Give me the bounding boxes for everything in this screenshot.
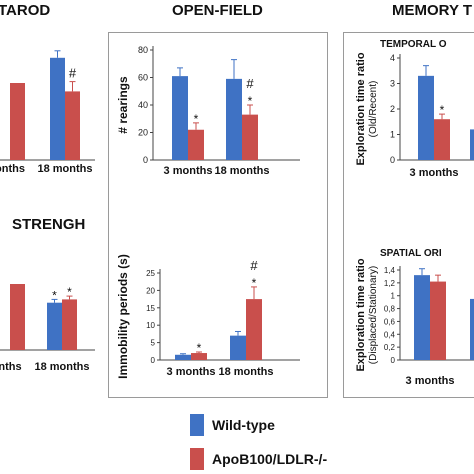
immobility-ylabel: Immobility periods (s): [116, 254, 130, 379]
strength-category-label: 18 months: [34, 361, 89, 373]
temporal-tick-label: 4: [390, 53, 395, 63]
temporal-ylabel-2: (Old/Recent): [368, 81, 379, 138]
rearings-category-label: 18 months: [214, 165, 269, 177]
immobility-category-label: 18 months: [218, 366, 273, 378]
rearings-tick-label: 40: [138, 100, 148, 110]
rearings-bar: [242, 114, 258, 160]
memory-panel: [343, 32, 474, 398]
chart-rearings: 0 20 40 60 80 # rearings * 3 months * #18 months: [116, 45, 300, 177]
spatial-tick-label: 0,6: [384, 317, 396, 326]
rotarod-title: TAROD: [0, 2, 51, 19]
spatial-subtitle: SPATIAL ORI: [380, 248, 442, 259]
rearings-tick-label: 80: [138, 45, 148, 55]
rotarod-bar: [65, 91, 80, 160]
temporal-tick-label: 1: [390, 130, 395, 140]
rearings-tick-label: 0: [143, 155, 148, 165]
rearings-bar: [226, 78, 242, 160]
immobility-tick-label: 25: [146, 269, 155, 278]
strength-bar: [10, 284, 25, 350]
strength-annotation: *: [67, 285, 72, 299]
temporal-tick-label: 2: [390, 104, 395, 114]
rearings-ylabel: # rearings: [116, 76, 130, 134]
spatial-ylabel-2: (Displaced/Stationary): [368, 266, 379, 364]
spatial-tick-label: 0,4: [384, 330, 396, 339]
spatial-tick-label: 0,2: [384, 343, 396, 352]
immobility-category-label: 3 months: [167, 366, 216, 378]
rearings-annotation: #: [246, 76, 254, 91]
chart-strength: nths * * 18 months: [0, 284, 95, 373]
rearings-bar: [172, 76, 188, 160]
immobility-annotation: #: [250, 258, 258, 273]
chart-temporal: 0 1 2 3 4 Exploration time ratio (Old/Recent) *…: [355, 52, 474, 179]
immobility-annotation: *: [197, 341, 202, 355]
temporal-bar: [434, 119, 450, 160]
strength-title: STRENGH: [12, 216, 86, 233]
immobility-tick-label: 15: [146, 304, 155, 313]
temporal-category-label: 3 months: [410, 167, 459, 179]
spatial-category-label: 3 months: [406, 375, 455, 387]
openfield-panel: [108, 32, 328, 398]
legend-swatch-apob: [190, 448, 204, 470]
immobility-tick-label: 5: [151, 339, 156, 348]
temporal-annotation: *: [440, 103, 445, 117]
chart-immobility: 0 5 10 15 20 25 Immobility periods (s) * 3 month…: [116, 254, 300, 379]
spatial-bar: [470, 298, 474, 360]
immobility-annotation: *: [252, 276, 257, 290]
temporal-subtitle: TEMPORAL O: [380, 39, 447, 50]
rearings-annotation: *: [248, 94, 253, 108]
rotarod-category-label: 18 months: [37, 163, 92, 175]
memory-title: MEMORY T: [392, 2, 473, 19]
rearings-annotation: *: [194, 112, 199, 126]
rotarod-category-label: onths: [0, 163, 25, 175]
chart-spatial: 0 0,2 0,4 0,6 0,8 1 1,2 1,4 Exploration time rat…: [355, 258, 474, 387]
openfield-title: OPEN-FIELD: [172, 2, 263, 19]
rotarod-bar: [10, 83, 25, 160]
rearings-category-label: 3 months: [164, 165, 213, 177]
spatial-tick-label: 0: [391, 356, 396, 365]
rearings-bar: [188, 129, 204, 160]
spatial-bar: [430, 281, 446, 360]
spatial-tick-label: 1,4: [384, 266, 396, 275]
legend-wild-type: Wild-type: [190, 414, 275, 436]
spatial-tick-label: 0,8: [384, 305, 396, 314]
immobility-tick-label: 0: [151, 356, 156, 365]
legend-label-wild-type: Wild-type: [212, 417, 275, 433]
chart-rotarod: onths #18 months: [0, 50, 95, 175]
temporal-ylabel: Exploration time ratio: [355, 52, 367, 165]
spatial-tick-label: 1: [391, 292, 396, 301]
rearings-tick-label: 60: [138, 73, 148, 83]
legend-swatch-wild-type: [190, 414, 204, 436]
legend-label-apob: ApoB100/LDLR-/-: [212, 451, 328, 467]
legend-apob: ApoB100/LDLR-/-: [190, 448, 327, 470]
immobility-bar: [175, 354, 191, 360]
temporal-tick-label: 3: [390, 79, 395, 89]
strength-bar: [47, 302, 62, 350]
rearings-tick-label: 20: [138, 128, 148, 138]
immobility-bar: [246, 299, 262, 360]
rotarod-bar: [50, 57, 65, 160]
spatial-ylabel: Exploration time ratio: [355, 258, 367, 371]
spatial-tick-label: 1,2: [384, 279, 396, 288]
temporal-bar: [418, 75, 434, 160]
immobility-tick-label: 10: [146, 321, 155, 330]
immobility-bar: [191, 353, 207, 360]
rotarod-annotation: #: [69, 66, 77, 81]
strength-category-label: nths: [0, 361, 22, 373]
strength-bar: [62, 299, 77, 350]
immobility-tick-label: 20: [146, 286, 155, 295]
immobility-bar: [230, 335, 246, 360]
strength-annotation: *: [52, 288, 57, 302]
spatial-bar: [414, 275, 430, 360]
temporal-bar: [470, 129, 474, 160]
temporal-tick-label: 0: [390, 155, 395, 165]
